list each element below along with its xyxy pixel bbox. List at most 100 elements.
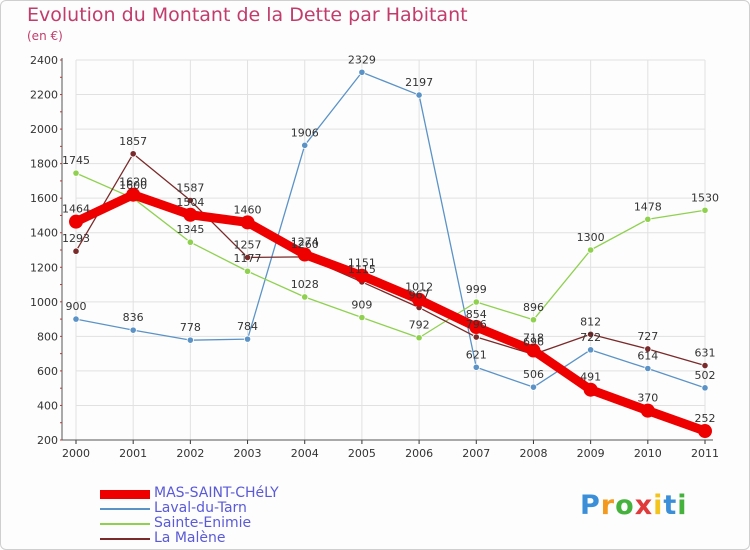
- grid: [75, 59, 706, 441]
- data-label-s1-0: 900: [66, 300, 87, 313]
- series-line-0: [71, 190, 710, 436]
- y-tick-label-9: 2000: [30, 123, 58, 136]
- legend-label-0: MAS-SAINT-CHéLY: [154, 485, 279, 501]
- data-label-s3-7: 796: [466, 318, 487, 331]
- series-3-point-0: [72, 247, 80, 255]
- series-0: [69, 187, 712, 439]
- series-3-point-10: [644, 345, 652, 353]
- data-label-s1-2: 778: [180, 321, 201, 334]
- proxiti-logo: Proxiti: [580, 490, 688, 521]
- series-0-point-8: [526, 343, 541, 358]
- data-labels: 1464 1620 1504 1460 1274 1151 1012 854 718 491 370…: [62, 53, 719, 425]
- y-tick-label-0: 200: [37, 434, 58, 447]
- series-line-2: [75, 172, 706, 339]
- data-label-s1-8: 506: [523, 368, 544, 381]
- series-0-point-6: [412, 292, 427, 307]
- series-line-3: [75, 153, 706, 367]
- data-label-s1-6: 2197: [405, 76, 433, 89]
- logo-letter-3: x: [634, 490, 654, 521]
- series-0-point-9: [583, 382, 598, 397]
- series-2-point-6: [415, 334, 423, 342]
- data-label-s1-4: 1906: [291, 126, 319, 139]
- series-0-point-10: [640, 403, 655, 418]
- data-label-s1-1: 836: [123, 311, 144, 324]
- series-1-point-7: [472, 363, 480, 371]
- data-label-s1-3: 784: [237, 320, 258, 333]
- y-tick-label-8: 1800: [30, 158, 58, 171]
- series-2-point-5: [358, 313, 366, 322]
- series-0-point-4: [297, 247, 312, 262]
- data-label-s3-3: 1257: [234, 238, 262, 251]
- data-label-s3-10: 727: [637, 330, 658, 343]
- data-label-s2-7: 999: [466, 283, 487, 296]
- legend-swatch-2: [100, 523, 150, 525]
- data-label-s2-2: 1345: [176, 223, 204, 236]
- data-label-s0-0: 1464: [62, 203, 90, 216]
- logo-letter-2: o: [615, 490, 635, 521]
- data-label-s3-2: 1587: [176, 181, 204, 194]
- series-2-point-9: [587, 246, 595, 254]
- series-2-point-3: [243, 267, 252, 275]
- y-tick-label-4: 1000: [30, 296, 58, 309]
- data-label-s0-4: 1274: [291, 235, 319, 248]
- series-3-point-1: [129, 150, 137, 158]
- data-label-s0-1: 1620: [119, 176, 147, 189]
- data-label-s2-9: 1300: [577, 231, 605, 244]
- data-label-s0-2: 1504: [176, 196, 204, 209]
- legend-label-1: Laval-du-Tarn: [154, 500, 247, 516]
- axes: 200 400 600 800 1000 1200 1400 1600 1800 2000 2200…: [30, 54, 719, 460]
- legend-swatch-3: [100, 538, 150, 540]
- y-tick-label-6: 1400: [30, 227, 58, 240]
- y-tick-label-2: 600: [37, 365, 58, 378]
- data-label-s2-5: 909: [351, 299, 372, 312]
- logo-letter-6: i: [677, 490, 688, 521]
- data-label-s2-10: 1478: [634, 200, 662, 213]
- series-3-point-7: [472, 333, 480, 341]
- x-tick-label-0: 2000: [62, 447, 90, 460]
- x-tick-label-7: 2007: [462, 447, 490, 460]
- series-1-point-9: [587, 346, 595, 354]
- series-1-point-11: [701, 384, 709, 392]
- data-label-s1-10: 614: [637, 349, 658, 362]
- series-group: [69, 68, 712, 439]
- data-label-s3-1: 1857: [119, 135, 147, 148]
- data-label-s0-3: 1460: [234, 203, 262, 216]
- series-3-point-2: [186, 196, 194, 205]
- series-2-point-10: [644, 215, 652, 223]
- logo-letter-1: r: [600, 490, 616, 521]
- x-tick-label-11: 2011: [691, 447, 719, 460]
- data-label-s3-5: 1115: [348, 263, 376, 276]
- data-label-s3-8: 696: [523, 335, 544, 348]
- series-1-point-1: [129, 326, 137, 334]
- data-label-s2-8: 896: [523, 301, 544, 314]
- series-0-point-11: [698, 424, 712, 439]
- chart-subtitle: (en €): [27, 29, 63, 43]
- series-0-point-1: [126, 187, 141, 202]
- legend-swatch-1: [100, 508, 150, 510]
- logo-letter-0: P: [580, 490, 601, 521]
- series-2-point-7: [472, 298, 480, 306]
- series-3-point-11: [701, 361, 709, 370]
- data-label-s1-5: 2329: [348, 53, 376, 66]
- x-tick-label-2: 2002: [176, 447, 204, 460]
- data-label-s0-7: 854: [466, 308, 487, 321]
- data-label-s2-11: 1530: [691, 191, 719, 204]
- y-tick-label-11: 2400: [30, 54, 58, 67]
- series-0-point-7: [469, 320, 484, 335]
- data-label-s0-5: 1151: [348, 257, 376, 270]
- x-tick-label-1: 2001: [119, 447, 147, 460]
- data-label-s0-6: 1012: [405, 281, 433, 294]
- series-2-point-4: [301, 293, 309, 301]
- series-1-point-2: [186, 336, 194, 344]
- series-2-point-0: [72, 169, 80, 177]
- legend-swatch-0: [100, 490, 150, 499]
- data-label-s1-11: 502: [695, 369, 716, 382]
- y-tick-label-10: 2200: [30, 89, 58, 102]
- data-label-s1-7: 621: [466, 348, 487, 361]
- data-label-s3-4: 1260: [291, 238, 319, 251]
- series-1-point-3: [243, 335, 252, 343]
- y-tick-label-5: 1200: [30, 261, 58, 274]
- data-label-s2-6: 792: [409, 319, 430, 332]
- logo-letter-4: i: [653, 490, 664, 521]
